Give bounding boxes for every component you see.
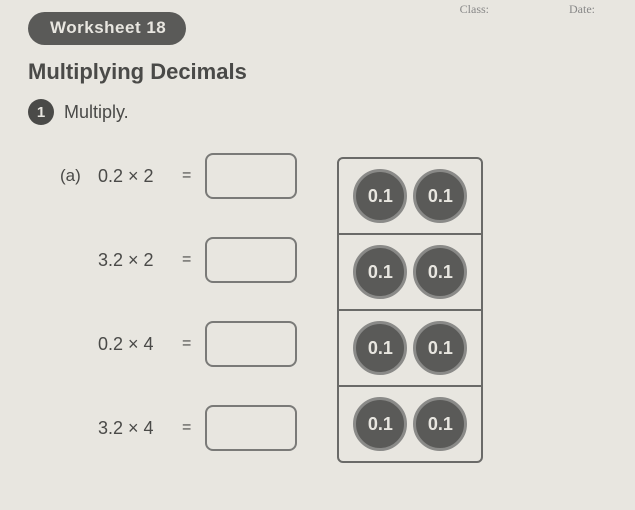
expression: 0.2 × 4 [98,334,168,355]
grid-row: 0.1 0.1 [339,235,481,311]
decimal-coin: 0.1 [413,245,467,299]
class-label: Class: [460,2,489,17]
decimal-coin: 0.1 [353,321,407,375]
header-labels: Class: Date: [460,2,595,17]
page-title: Multiplying Decimals [28,59,615,85]
worksheet-chip: Worksheet 18 [28,12,186,45]
expression: 0.2 × 2 [98,166,168,187]
expression: 3.2 × 2 [98,250,168,271]
section-number-badge: 1 [28,99,54,125]
equals-sign: = [182,419,191,437]
problems-column: (a) 0.2 × 2 = 3.2 × 2 = 0.2 × 4 = 3.2 × … [60,153,297,463]
problem-row: 3.2 × 2 = [60,237,297,283]
expression: 3.2 × 4 [98,418,168,439]
equals-sign: = [182,167,191,185]
answer-box[interactable] [205,153,297,199]
equals-sign: = [182,251,191,269]
decimal-coin: 0.1 [413,397,467,451]
grid-row: 0.1 0.1 [339,387,481,461]
decimal-coin: 0.1 [413,321,467,375]
equals-sign: = [182,335,191,353]
answer-box[interactable] [205,321,297,367]
decimal-coin: 0.1 [353,397,407,451]
problem-row: 0.2 × 4 = [60,321,297,367]
content-area: (a) 0.2 × 2 = 3.2 × 2 = 0.2 × 4 = 3.2 × … [28,153,615,463]
decimal-coin: 0.1 [353,245,407,299]
answer-box[interactable] [205,237,297,283]
instruction-row: 1 Multiply. [28,99,615,125]
grid-row: 0.1 0.1 [339,159,481,235]
instruction-text: Multiply. [64,102,129,123]
date-label: Date: [569,2,595,17]
problem-row: (a) 0.2 × 2 = [60,153,297,199]
problem-row: 3.2 × 4 = [60,405,297,451]
grid-row: 0.1 0.1 [339,311,481,387]
answer-box[interactable] [205,405,297,451]
decimal-coin: 0.1 [413,169,467,223]
counters-grid: 0.1 0.1 0.1 0.1 0.1 0.1 0.1 0.1 [337,157,483,463]
decimal-coin: 0.1 [353,169,407,223]
part-label: (a) [60,166,90,186]
